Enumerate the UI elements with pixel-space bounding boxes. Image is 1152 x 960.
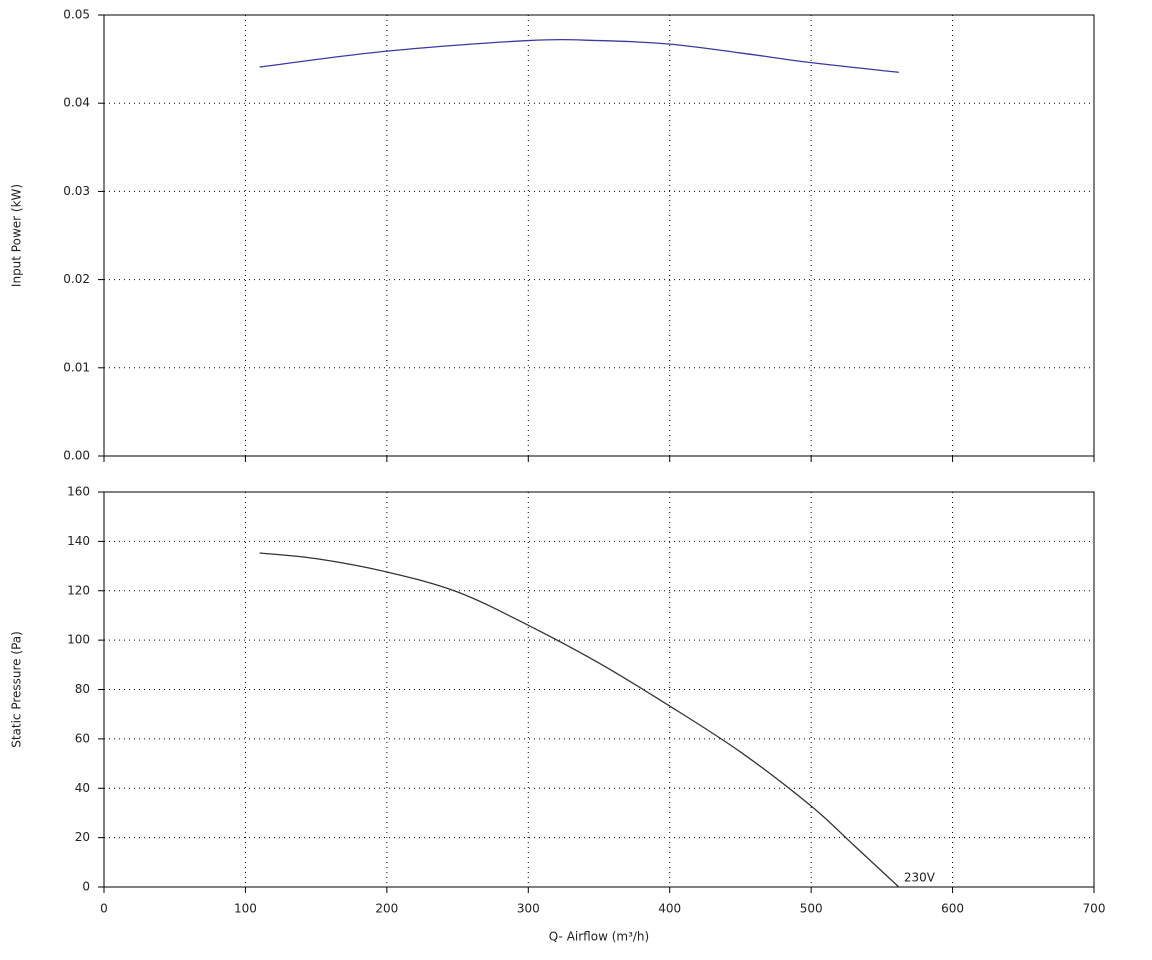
- y-tick-label: 0.03: [63, 184, 90, 198]
- y-axis-label: Input Power (kW): [10, 184, 24, 287]
- y-tick-label: 0: [82, 880, 90, 894]
- plot-frame: [103, 14, 1095, 457]
- y-axis-label: Static Pressure (Pa): [10, 631, 24, 748]
- y-tick-label: 160: [67, 485, 90, 499]
- y-tick-label: 0.04: [63, 96, 90, 110]
- y-tick-label: 0.05: [63, 8, 90, 22]
- x-tick-label: 700: [1083, 902, 1106, 916]
- x-tick-label: 500: [800, 902, 823, 916]
- y-tick-label: 0.02: [63, 272, 90, 286]
- y-tick-label: 40: [75, 781, 90, 795]
- curve: [259, 552, 900, 888]
- plot-frame: [103, 491, 1095, 888]
- x-tick-label: 0: [100, 902, 108, 916]
- y-tick-label: 60: [75, 731, 90, 745]
- y-tick-label: 120: [67, 583, 90, 597]
- x-tick-label: 300: [517, 902, 540, 916]
- x-tick-label: 200: [375, 902, 398, 916]
- x-axis-label: Q- Airflow (m³/h): [549, 930, 649, 944]
- y-tick-label: 0.00: [63, 449, 90, 463]
- y-tick-label: 80: [75, 682, 90, 696]
- y-tick-label: 0.01: [63, 360, 90, 374]
- x-tick-label: 400: [658, 902, 681, 916]
- curve: [259, 39, 899, 73]
- y-tick-label: 20: [75, 830, 90, 844]
- annotation: 230V: [904, 871, 936, 885]
- y-tick-label: 140: [67, 534, 90, 548]
- x-tick-label: 600: [941, 902, 964, 916]
- y-tick-label: 100: [67, 633, 90, 647]
- x-tick-label: 100: [234, 902, 257, 916]
